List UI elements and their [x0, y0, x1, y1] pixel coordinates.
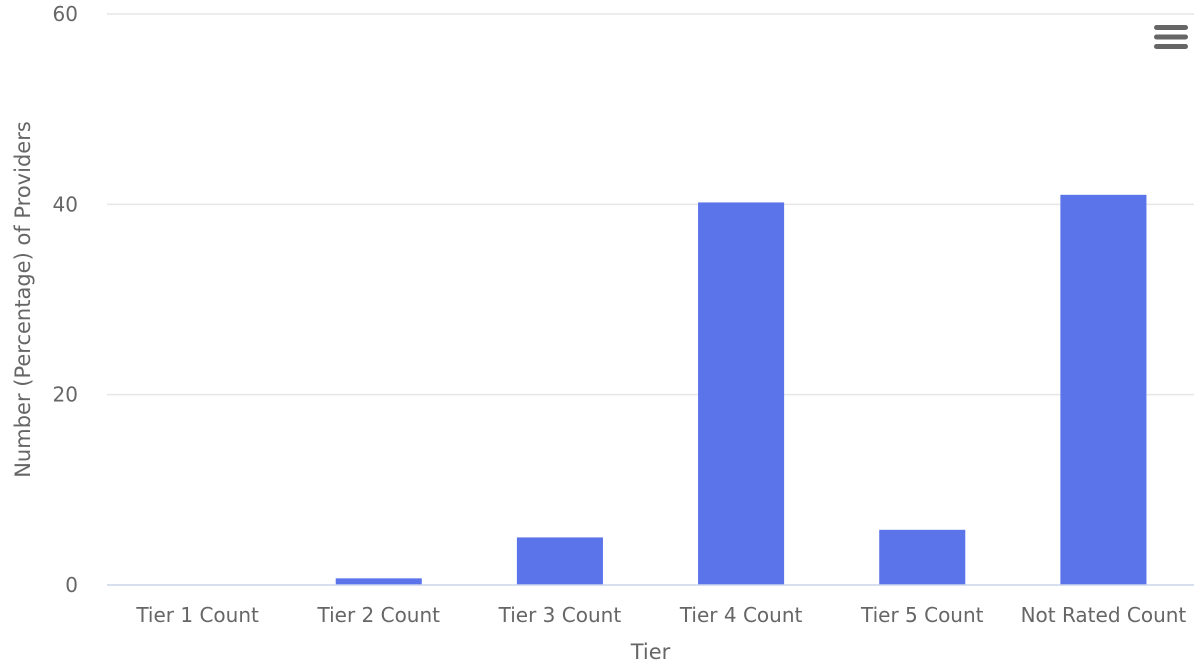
- bar[interactable]: [335, 578, 422, 585]
- hamburger-menu-icon: [1154, 25, 1188, 49]
- x-tick-label: Tier 1 Count: [135, 603, 259, 627]
- y-axis-title: Number (Percentage) of Providers: [11, 121, 35, 478]
- x-tick-label: Tier 5 Count: [860, 603, 984, 627]
- x-tick-label: Tier 4 Count: [679, 603, 803, 627]
- x-tick-label: Tier 3 Count: [498, 603, 622, 627]
- x-axis-ticks: Tier 1 Count Tier 2 Count Tier 3 Count Tier…: [135, 603, 1186, 627]
- y-gridlines: [107, 13, 1194, 396]
- bar-series: [335, 194, 1147, 586]
- x-axis-title: Tier: [630, 640, 671, 664]
- bar[interactable]: [698, 202, 785, 585]
- bar[interactable]: [879, 529, 966, 585]
- x-tick-label: Not Rated Count: [1021, 603, 1187, 627]
- y-tick-label: 20: [53, 383, 78, 407]
- chart-menu-button[interactable]: [1148, 19, 1190, 55]
- y-tick-label: 60: [53, 2, 78, 26]
- bar[interactable]: [1060, 194, 1147, 586]
- y-tick-label: 0: [65, 573, 78, 597]
- bar[interactable]: [516, 537, 603, 585]
- y-axis-ticks: 0 20 40 60: [53, 2, 78, 597]
- y-tick-label: 40: [53, 192, 78, 216]
- x-tick-label: Tier 2 Count: [316, 603, 440, 627]
